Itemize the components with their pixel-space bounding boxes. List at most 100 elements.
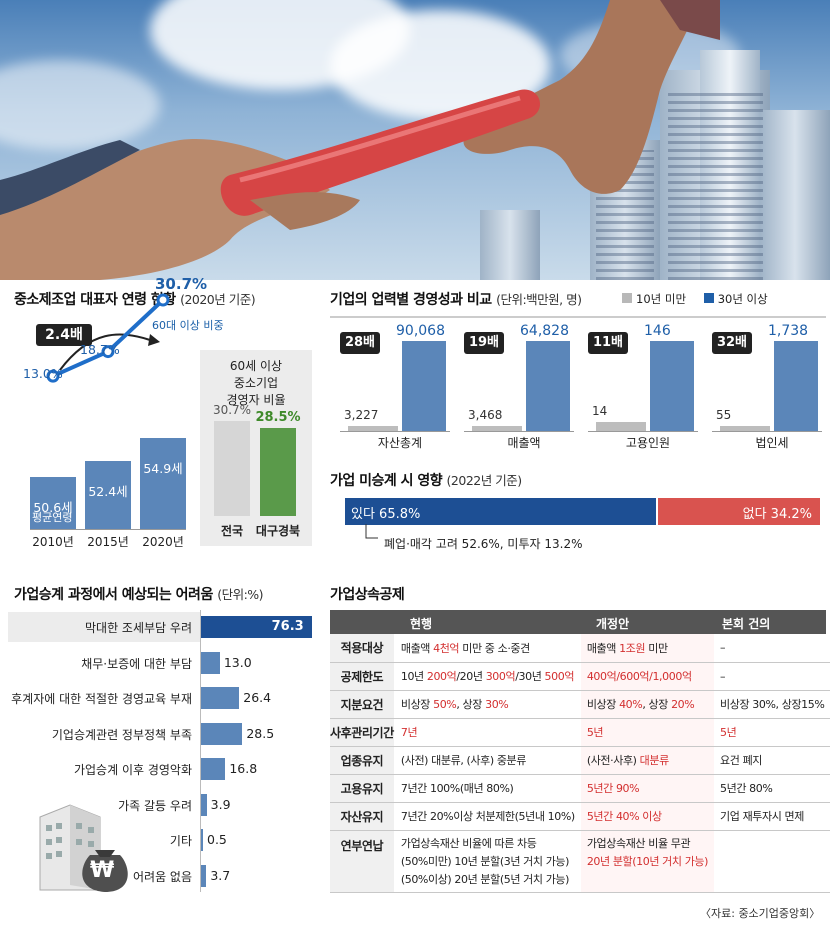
compare-group: 11배 14 146 고용인원 (578, 318, 702, 458)
compare-group: 28배 3,227 90,068 자산총계 (330, 318, 454, 458)
tax-row: 적용대상 매출액 4천억 미만 중 소·중견 매출액 1조원 미만 – (330, 634, 830, 663)
cell-line: 가업상속재산 비율에 따른 차등 (400, 836, 537, 850)
highlight-text: 500억 (544, 670, 575, 683)
difficulty-highlight (8, 612, 200, 642)
age-bar-chart: 50.6세 2010년 52.4세 2015년 54.9세 2020년 평균연령 13.0% 1… (23, 275, 207, 549)
cell-text: 요건 폐지 (720, 754, 763, 767)
difficulty-value: 3.7 (210, 867, 231, 883)
highlight-text: 7년 (400, 726, 418, 739)
cell-c2: 5년간 40% 이상 (580, 802, 715, 831)
row-label: 고용유지 (330, 774, 395, 803)
cell-c3: 요건 폐지 (714, 746, 830, 775)
tax-table-header: 현행 개정안 본회 건의 (330, 610, 826, 634)
row-label: 사후관리기간 (330, 718, 395, 747)
cell-text: – (720, 669, 726, 683)
tax-row: 자산유지 7년간 20%이상 처분제한(5년내 10%) 5년간 40% 이상 기업 … (330, 802, 830, 831)
difficulty-bar (201, 864, 207, 887)
cell-c1: 7년간 20%이상 처분제한(5년내 10%) (394, 802, 581, 831)
difficulty-bar (201, 651, 220, 674)
highlight-text: 5년 (720, 726, 737, 739)
difficulty-bar-chart: 막대한 조세부담 우려 76.3 채무·보증에 대한 부담 13.0 후계자에 대한 적… (0, 610, 330, 892)
cell-text: 기업 재투자시 면제 (720, 810, 804, 823)
compare-bar-short (596, 422, 646, 431)
compare-bar-long (650, 341, 694, 431)
difficulty-axis (200, 610, 201, 892)
cell-c1: 10년 200억/20년 300억/30년 500억 (394, 662, 581, 691)
compare-multiplier: 19배 (464, 332, 504, 354)
cell-c3: 비상장 30%, 상장15% (714, 690, 830, 719)
age-trend-arrow (59, 333, 160, 371)
tax-row: 고용유지 7년간 100%(매년 80%) 5년간 90% 5년간 80% (330, 774, 830, 803)
multiplier-badge: 2.4배 (36, 324, 92, 346)
header-current: 현행 (410, 617, 433, 631)
difficulty-category: 기업승계관련 정부정책 부족 (51, 727, 192, 742)
highlight-text: 40% (619, 698, 643, 711)
cell-empty (714, 830, 830, 893)
tax-row: 지분요건 비상장 50%, 상장 30% 비상장 40%, 상장 20% 비상장 30… (330, 690, 830, 719)
succ-yes-label: 있다 65.8% (351, 507, 421, 522)
cell-text: 7년간 100%(매년 80%) (400, 782, 514, 795)
cell-text: 10년 (400, 670, 427, 683)
cell-line: 20년 분할(10년 거치 가능) (586, 854, 709, 868)
compare-bar-chart: 28배 3,227 90,068 자산총계 19배 3,468 64,828 매출액 11배 14… (330, 318, 830, 458)
highlight-text: 5년간 90% (586, 782, 640, 795)
share-point (101, 345, 115, 359)
cell-c2: 매출액 1조원 미만 (580, 634, 715, 663)
cell-line: 가업상속재산 비율 무관 (586, 836, 691, 850)
compare-multiplier: 11배 (588, 332, 628, 354)
cell-text: – (720, 641, 726, 655)
highlight-text: 5년간 40% 이상 (586, 810, 662, 823)
cell-c3: 5년간 80% (714, 774, 830, 803)
succession-footnote: 폐업·매각 고려 52.6%, 미투자 13.2% (384, 537, 583, 551)
compare-low-value: 55 (716, 408, 732, 422)
highlight-text: 300억 (485, 670, 516, 683)
compare-high-value: 146 (644, 323, 671, 339)
share-label: 13.0% (23, 366, 63, 382)
age-bar (140, 437, 186, 529)
highlight-text: 5년 (586, 726, 604, 739)
compare-chart-title: 기업의 업력별 경영성과 비교 (단위:백만원, 명) (330, 292, 582, 308)
difficulty-category: 막대한 조세부담 우려 (85, 621, 192, 635)
age-bar-value: 52.4세 (88, 483, 128, 499)
tax-table-body: 적용대상 매출액 4천억 미만 중 소·중견 매출액 1조원 미만 – 공제한도 10년 … (330, 634, 830, 893)
compare-low-value: 14 (592, 404, 608, 419)
difficulty-category: 후계자에 대한 적절한 경영교육 부재 (11, 692, 192, 706)
share-point (156, 293, 170, 307)
cell-c2: 400억/600억/1,000억 (580, 662, 715, 691)
cell-c3: – (714, 662, 830, 691)
side-box-title: 60세 이상 중소기업 경영자 비율 (226, 359, 286, 407)
difficulty-title: 가업승계 과정에서 예상되는 어려움 (단위:%) (14, 587, 264, 603)
compare-baseline (712, 431, 822, 432)
compare-high-value: 64,828 (520, 323, 569, 339)
succession-title: 가업 미승계 시 영향 (2022년 기준) (330, 473, 522, 489)
side-box: 60세 이상 중소기업 경영자 비율 30.7% 전국 28.5% 대구경북 (200, 350, 312, 546)
cell-c1: 7년간 100%(매년 80%) (394, 774, 581, 803)
row-label: 공제한도 (330, 662, 395, 691)
cell-text: 비상장 30%, 상장15% (720, 698, 825, 711)
tax-row: 사후관리기간 7년 5년 5년 (330, 718, 830, 747)
succ-no-label: 없다 34.2% (742, 507, 812, 522)
tax-table: 현행 개정안 본회 건의 적용대상 매출액 4천억 미만 중 소·중견 매출액 1조… (330, 610, 830, 893)
compare-legend: 10년 미만 30년 이상 (622, 291, 768, 307)
cell-c2: 5년 (580, 718, 715, 747)
legend-swatch-long (703, 293, 714, 303)
cell-c1: 비상장 50%, 상장 30% (394, 690, 581, 719)
compare-category: 법인세 (755, 436, 789, 450)
legend-short: 10년 미만 (636, 292, 687, 306)
highlight-text: 1조원 (619, 641, 646, 655)
cell-c1: 매출액 4천억 미만 중 소·중견 (394, 634, 581, 663)
row-label: 지분요건 (330, 690, 395, 719)
row-label: 업종유지 (330, 746, 395, 775)
age-bar (30, 477, 76, 529)
compare-bar-short (472, 426, 522, 431)
row-label: 연부연납 (330, 830, 395, 893)
hero-illustration (0, 0, 830, 280)
tax-table-title: 가업상속공제 (330, 587, 405, 603)
cell-text: , 상장 (642, 698, 672, 711)
cell-text: (사전) 대분류, (사후) 중분류 (400, 754, 527, 767)
difficulty-value: 3.9 (210, 796, 231, 812)
difficulty-category: 어려움 없음 (132, 869, 192, 884)
compare-category: 자산총계 (377, 436, 423, 450)
succ-yes-segment: 있다 65.8% (345, 498, 656, 525)
succ-no-segment: 없다 34.2% (657, 498, 820, 525)
